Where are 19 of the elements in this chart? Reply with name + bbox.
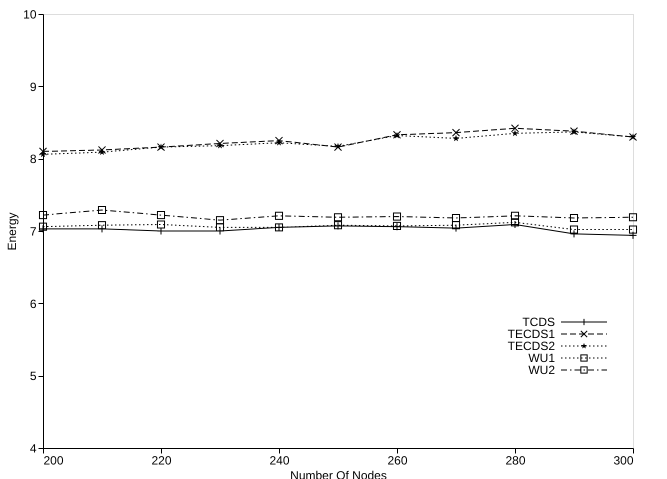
legend-label: WU2 bbox=[528, 363, 556, 377]
y-axis-title: Energy bbox=[5, 212, 20, 251]
legend-label: TECDS2 bbox=[508, 339, 556, 353]
x-tick-label: 280 bbox=[505, 454, 526, 468]
x-tick-label: 220 bbox=[151, 454, 172, 468]
x-tick-label: 240 bbox=[269, 454, 290, 468]
y-tick-label: 4 bbox=[30, 442, 37, 456]
x-tick-label: 200 bbox=[44, 454, 64, 468]
y-tick-label: 8 bbox=[30, 152, 37, 166]
legend-label: WU1 bbox=[528, 351, 556, 365]
x-tick-label: 300 bbox=[613, 454, 634, 468]
y-tick-label: 5 bbox=[30, 369, 37, 384]
x-tick-label: 260 bbox=[387, 454, 408, 468]
y-tick-label: 6 bbox=[30, 296, 37, 311]
y-tick-label: 10 bbox=[23, 8, 37, 22]
legend-label: TCDS bbox=[522, 315, 555, 329]
legend-label: TECDS1 bbox=[508, 327, 556, 341]
y-tick-label: 7 bbox=[30, 224, 37, 238]
y-tick-label: 9 bbox=[30, 80, 37, 94]
